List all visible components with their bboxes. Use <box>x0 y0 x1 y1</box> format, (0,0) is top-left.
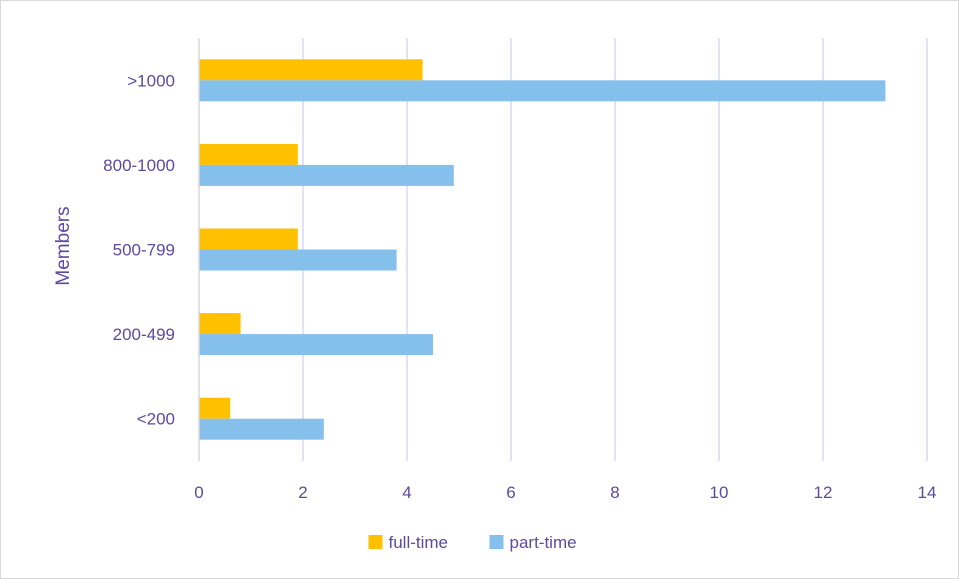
bar-full-time <box>199 59 423 81</box>
bar-part-time <box>199 418 324 440</box>
bar-full-time <box>199 313 241 335</box>
x-tick-label: 10 <box>710 483 729 502</box>
y-tick-label: <200 <box>137 410 175 429</box>
x-tick-label: 6 <box>506 483 515 502</box>
bar-full-time <box>199 228 298 250</box>
legend-label-full-time: full-time <box>389 533 449 552</box>
axes: 0 2 4 6 8 10 12 14 >1000 800-1000 500-799 200-499 <2… <box>103 38 936 502</box>
bar-part-time <box>199 249 397 271</box>
y-tick-label: 500-799 <box>113 241 175 260</box>
legend-label-part-time: part-time <box>510 533 577 552</box>
x-tick-label: 8 <box>610 483 619 502</box>
bar-part-time <box>199 80 886 102</box>
legend-swatch-full-time <box>368 535 383 549</box>
x-tick-label: 2 <box>298 483 307 502</box>
y-axis-title: Members <box>53 206 74 285</box>
x-tick-label: 14 <box>918 483 937 502</box>
y-tick-label: 200-499 <box>113 325 175 344</box>
bar-part-time <box>199 164 454 186</box>
x-tick-label: 0 <box>194 483 203 502</box>
bar-full-time <box>199 397 231 419</box>
bar-full-time <box>199 143 298 165</box>
bar-part-time <box>199 334 433 356</box>
x-tick-label: 12 <box>814 483 833 502</box>
gridlines <box>302 38 928 461</box>
legend: full-time part-time <box>368 533 577 552</box>
x-tick-label: 4 <box>402 483 411 502</box>
y-tick-label: >1000 <box>127 71 175 90</box>
y-tick-label: 800-1000 <box>103 156 175 175</box>
bars <box>199 59 886 440</box>
legend-swatch-part-time <box>489 535 504 549</box>
